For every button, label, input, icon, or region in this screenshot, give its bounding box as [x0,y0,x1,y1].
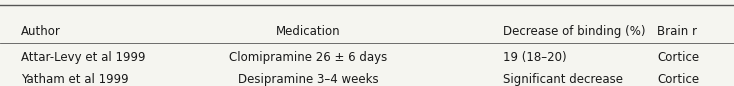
Text: Brain r: Brain r [657,25,697,38]
Text: Cortice: Cortice [657,73,699,86]
Text: Clomipramine 26 ± 6 days: Clomipramine 26 ± 6 days [229,51,388,64]
Text: Attar-Levy et al 1999: Attar-Levy et al 1999 [21,51,145,64]
Text: Medication: Medication [276,25,341,38]
Text: Yatham et al 1999: Yatham et al 1999 [21,73,128,86]
Text: Author: Author [21,25,60,38]
Text: Cortice: Cortice [657,51,699,64]
Text: Significant decrease: Significant decrease [503,73,622,86]
Text: Decrease of binding (%): Decrease of binding (%) [503,25,645,38]
Text: 19 (18–20): 19 (18–20) [503,51,567,64]
Text: Desipramine 3–4 weeks: Desipramine 3–4 weeks [238,73,379,86]
